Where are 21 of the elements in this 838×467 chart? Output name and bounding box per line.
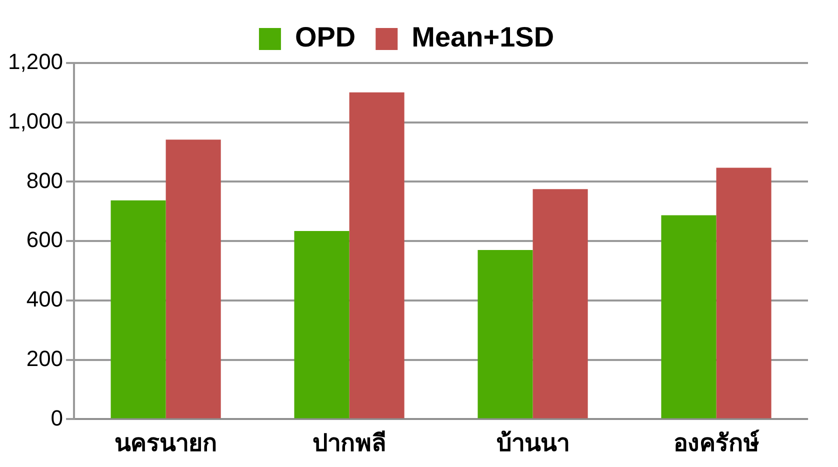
y-tick-label: 1,000 <box>8 108 64 134</box>
legend-label: OPD <box>294 22 356 53</box>
bar <box>294 231 350 418</box>
legend-label: Mean+1SD <box>412 22 554 53</box>
bar <box>349 92 404 418</box>
bar <box>532 189 588 418</box>
y-tick-label: 1,200 <box>8 49 64 74</box>
y-tick-label: 200 <box>26 346 64 371</box>
y-tick-label: 400 <box>26 286 64 312</box>
y-tick-label: 800 <box>26 168 64 193</box>
x-tick-label: ปากพลี <box>312 428 386 457</box>
bar <box>166 140 221 418</box>
x-tick-label: บ้านนา <box>496 428 570 457</box>
y-tick-label: 0 <box>50 405 64 430</box>
x-tick-label: องครักษ์ <box>673 428 760 457</box>
bar <box>661 215 716 418</box>
bar <box>716 168 772 418</box>
bar <box>478 250 533 418</box>
x-tick-label: นครนายก <box>114 428 218 457</box>
bar <box>110 200 166 418</box>
y-tick-label: 600 <box>26 227 64 252</box>
